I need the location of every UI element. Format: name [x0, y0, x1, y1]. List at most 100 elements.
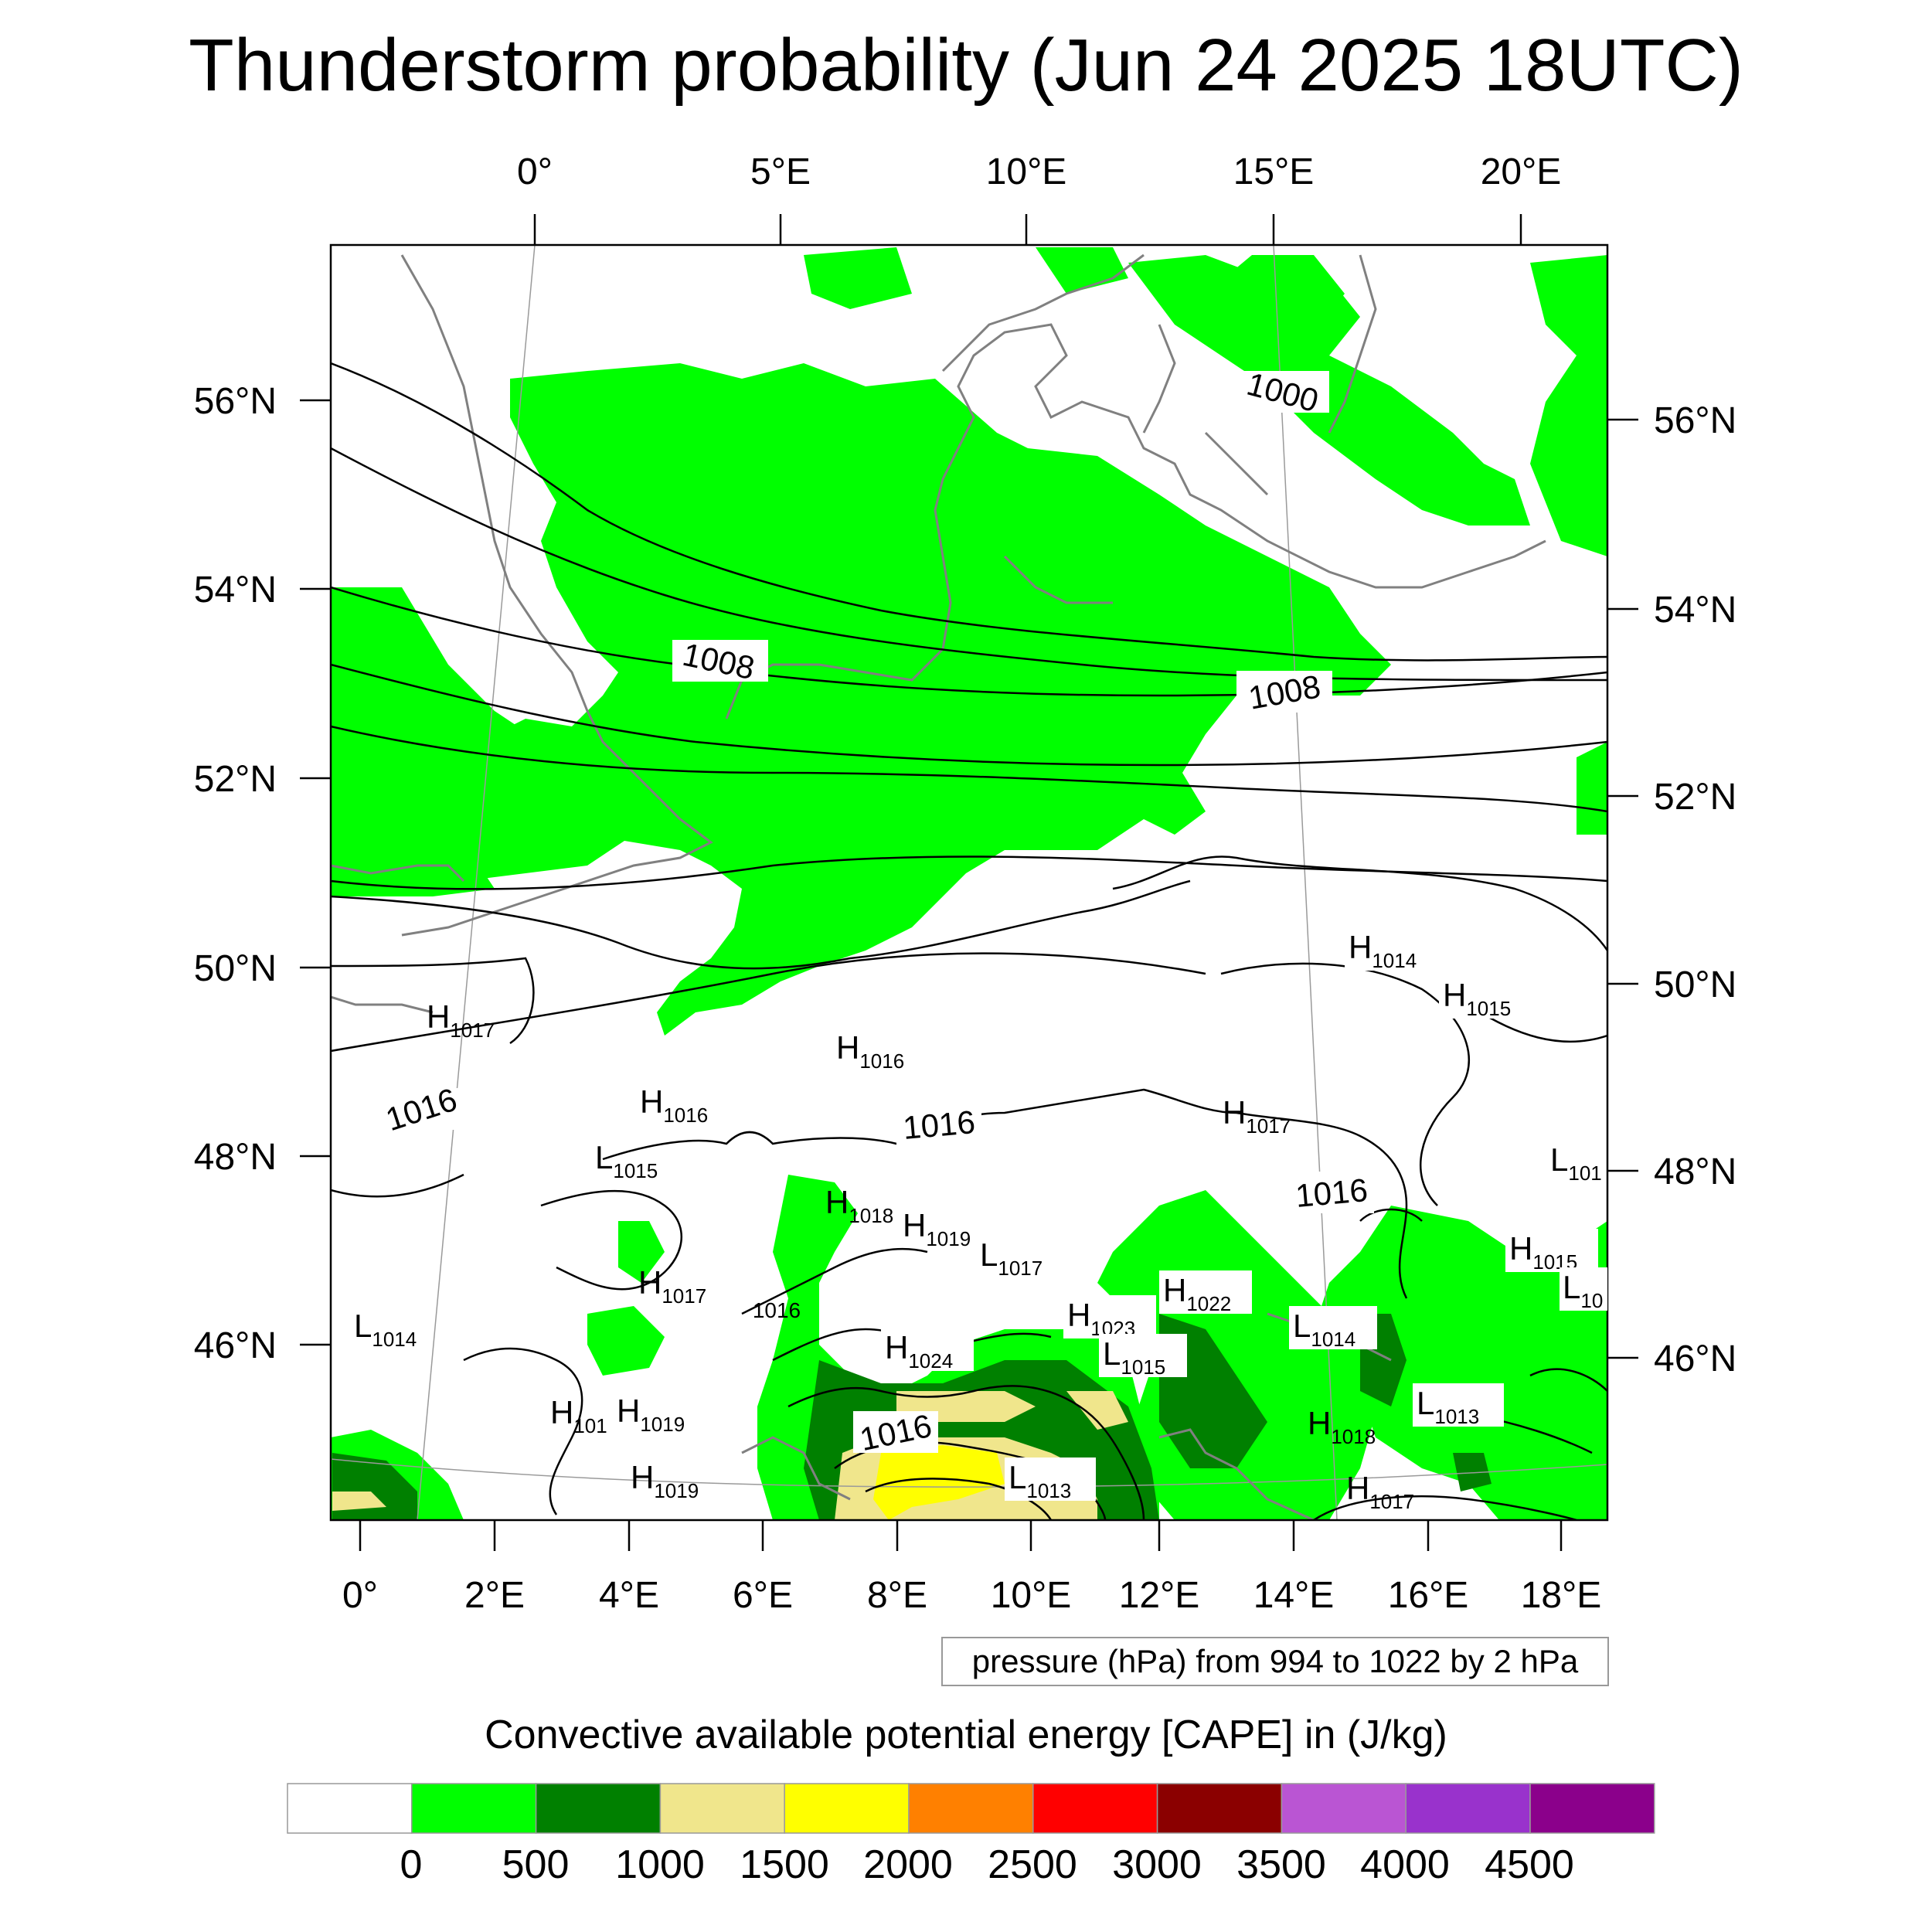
- isobar-label: 1016: [901, 1104, 976, 1146]
- pressure-center: H1016: [640, 1083, 708, 1127]
- right-lat-label: 46°N: [1654, 1338, 1736, 1379]
- svg-text:H1022: H1022: [1163, 1272, 1231, 1315]
- pressure-center: H1016: [836, 1029, 904, 1073]
- svg-text:H1023: H1023: [1067, 1297, 1135, 1340]
- top-lon-label: 15°E: [1233, 151, 1315, 192]
- right-lat-label: 52°N: [1654, 777, 1736, 818]
- colorbar-tick-label: 500: [502, 1842, 570, 1887]
- colorbar-boxes: [287, 1783, 1655, 1834]
- left-lat-label: 56°N: [194, 381, 277, 422]
- axis-ticks: [300, 214, 1638, 1551]
- map-title: Thunderstorm probability (Jun 24 2025 18…: [189, 24, 1743, 107]
- pressure-center: L1014: [354, 1308, 417, 1351]
- colorbar-tick-label: 4000: [1360, 1842, 1450, 1887]
- bottom-lon-label: 10°E: [991, 1575, 1072, 1616]
- pressure-center: L1015: [595, 1139, 658, 1182]
- colorbar-swatch: [535, 1783, 662, 1834]
- colorbar-tick-labels: 0 500 1000 1500 2000 2500 3000 3500 4000…: [400, 1842, 1574, 1887]
- colorbar-swatch: [411, 1783, 537, 1834]
- bottom-lon-label: 2°E: [464, 1575, 525, 1616]
- colorbar-swatch: [659, 1783, 785, 1834]
- pressure-center: H1018: [1308, 1405, 1376, 1448]
- bottom-lon-label: 16°E: [1388, 1575, 1469, 1616]
- bottom-lon-label: 18°E: [1521, 1575, 1602, 1616]
- colorbar-swatch: [1405, 1783, 1531, 1834]
- coastlines: [331, 253, 1546, 1520]
- left-lat-label: 52°N: [194, 759, 277, 800]
- left-lat-labels: 56°N 54°N 52°N 50°N 48°N 46°N: [194, 381, 277, 1366]
- pressure-center: H1024: [881, 1328, 974, 1372]
- colorbar-swatch: [1529, 1783, 1655, 1834]
- svg-text:L1013: L1013: [1009, 1459, 1071, 1502]
- plot-frame: [329, 243, 1609, 1522]
- colorbar-swatch: [784, 1783, 910, 1834]
- bottom-lon-label: 14°E: [1253, 1575, 1335, 1616]
- pressure-center: H1015: [1505, 1229, 1598, 1274]
- pressure-center: H1018: [825, 1184, 893, 1227]
- svg-text:L1014: L1014: [1293, 1308, 1355, 1351]
- colorbar-tick-label: 2000: [863, 1842, 953, 1887]
- right-lat-label: 48°N: [1654, 1151, 1736, 1192]
- colorbar-tick-label: 0: [400, 1842, 423, 1887]
- pressure-center: L10: [1560, 1267, 1607, 1312]
- svg-text:H1016: H1016: [836, 1029, 904, 1073]
- pressure-center: H1017: [1346, 1470, 1414, 1513]
- pressure-center: H1019: [617, 1393, 685, 1436]
- pressure-center: L1013: [1413, 1383, 1504, 1428]
- left-lat-label: 46°N: [194, 1325, 277, 1366]
- right-lat-label: 54°N: [1654, 590, 1736, 631]
- svg-text:H1017: H1017: [1346, 1470, 1414, 1513]
- isobar-label: 1016: [753, 1298, 801, 1322]
- right-lat-label: 50°N: [1654, 964, 1736, 1005]
- colorbar-swatch: [908, 1783, 1034, 1834]
- colorbar-tick-label: 3500: [1236, 1842, 1326, 1887]
- svg-text:H1017: H1017: [1223, 1094, 1291, 1138]
- top-lon-label: 5°E: [750, 151, 811, 192]
- colorbar-swatch: [1156, 1783, 1283, 1834]
- svg-text:L10: L10: [1563, 1269, 1603, 1312]
- svg-text:H101: H101: [550, 1394, 607, 1437]
- pressure-center: L1017: [980, 1236, 1043, 1280]
- right-lat-labels: 56°N 54°N 52°N 50°N 48°N 46°N: [1654, 400, 1736, 1379]
- svg-text:H1017: H1017: [427, 998, 495, 1042]
- colorbar-swatch: [1032, 1783, 1158, 1834]
- svg-text:H1017: H1017: [638, 1264, 706, 1308]
- bottom-lon-label: 12°E: [1119, 1575, 1200, 1616]
- pressure-center: H1017: [1223, 1094, 1291, 1138]
- right-lat-label: 56°N: [1654, 400, 1736, 441]
- top-lon-label: 10°E: [986, 151, 1067, 192]
- pressure-center: H1023: [1063, 1295, 1156, 1340]
- svg-text:H1018: H1018: [825, 1184, 893, 1227]
- colorbar-tick-label: 1500: [740, 1842, 829, 1887]
- pressure-center: L1014: [1289, 1306, 1377, 1351]
- svg-text:L101: L101: [1550, 1141, 1602, 1185]
- isobars: [331, 362, 1607, 1520]
- bottom-lon-label: 8°E: [867, 1575, 927, 1616]
- colorbar-tick-label: 1000: [615, 1842, 705, 1887]
- colorbar: 0 500 1000 1500 2000 2500 3000 3500 4000…: [287, 1783, 1655, 1887]
- svg-text:H1019: H1019: [631, 1459, 699, 1502]
- svg-text:H1015: H1015: [1443, 977, 1511, 1020]
- colorbar-swatch: [287, 1783, 413, 1834]
- left-lat-label: 48°N: [194, 1137, 277, 1178]
- isobar-label-bg: [379, 371, 1374, 1453]
- top-lon-labels: 0° 5°E 10°E 15°E 20°E: [517, 151, 1561, 192]
- pressure-center: L1013: [1005, 1458, 1096, 1502]
- colorbar-swatch: [1281, 1783, 1406, 1834]
- left-lat-label: 50°N: [194, 948, 277, 989]
- contour-info-box: pressure (hPa) from 994 to 1022 by 2 hPa: [941, 1637, 1609, 1686]
- svg-text:L1014: L1014: [354, 1308, 417, 1351]
- pressure-center: H1015: [1439, 975, 1532, 1020]
- svg-text:H1019: H1019: [903, 1207, 971, 1250]
- pressure-centers: H1014 H1015 H1017 H1016 H1016 L1015 H101…: [354, 927, 1607, 1513]
- bottom-lon-labels: 0° 2°E 4°E 6°E 8°E 10°E 12°E 14°E 16°E 1…: [342, 1575, 1601, 1616]
- pressure-center: H1022: [1159, 1270, 1252, 1315]
- pressure-center: H101: [550, 1394, 607, 1437]
- pressure-center: H1019: [631, 1459, 699, 1502]
- svg-text:H1016: H1016: [640, 1083, 708, 1127]
- svg-text:L1013: L1013: [1417, 1385, 1479, 1428]
- bottom-lon-label: 6°E: [733, 1575, 793, 1616]
- pressure-center: H1019: [903, 1207, 971, 1250]
- bottom-lon-label: 4°E: [599, 1575, 659, 1616]
